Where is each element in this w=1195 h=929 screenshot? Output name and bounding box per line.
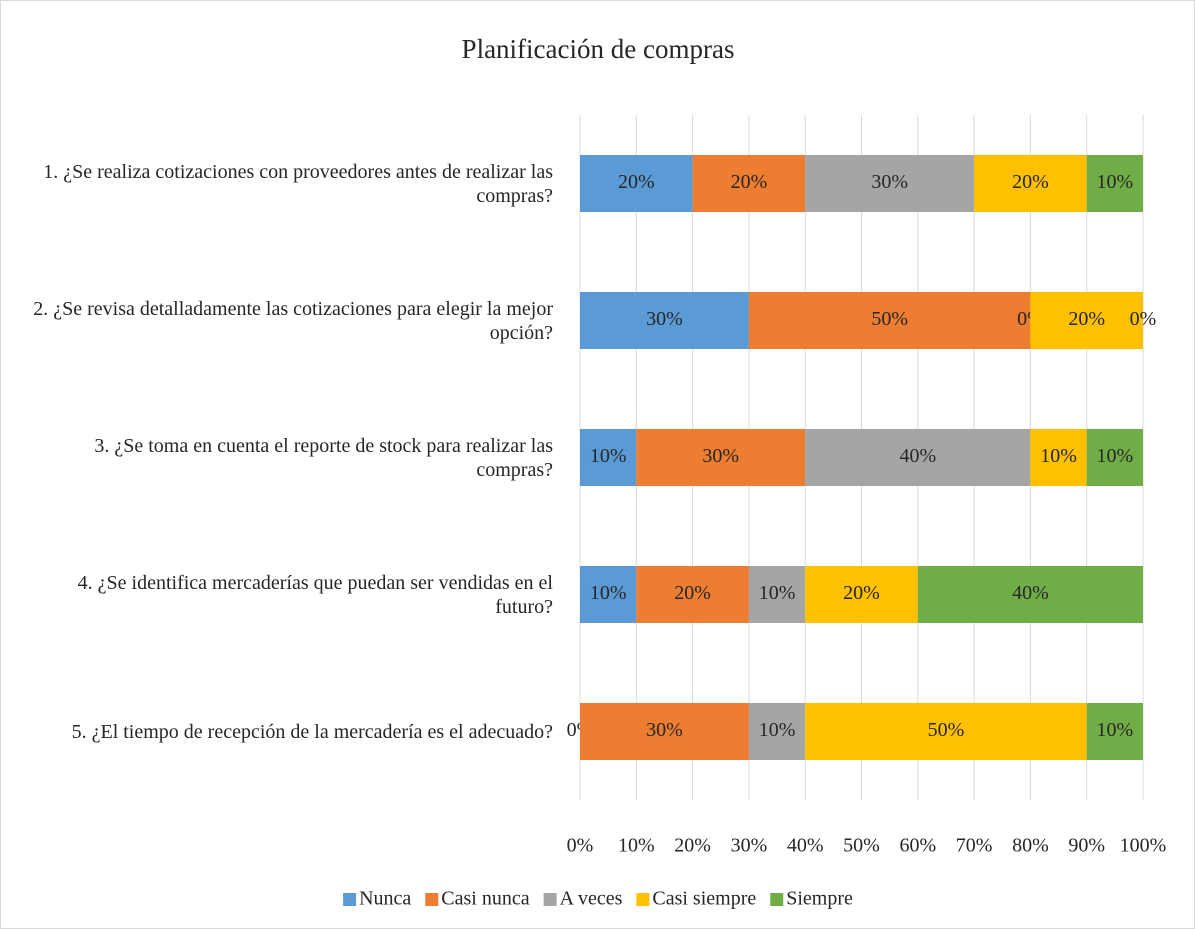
- data-label: 10%: [1097, 445, 1134, 467]
- bar-segment: [805, 155, 975, 212]
- data-label: 20%: [843, 582, 880, 604]
- legend-label: A veces: [560, 888, 623, 910]
- bar-segment: [580, 703, 749, 760]
- legend-label: Nunca: [359, 888, 411, 910]
- legend-label: Casi nunca: [441, 888, 529, 910]
- bar-segment: [805, 429, 1031, 486]
- x-tick-label: 100%: [1120, 835, 1167, 857]
- legend-swatch: [636, 893, 650, 906]
- bar-segment: [692, 155, 806, 212]
- data-label: 0%: [1130, 308, 1157, 330]
- legend-swatch: [425, 893, 439, 906]
- bar-segment: [1086, 703, 1143, 760]
- bar-segment: [636, 566, 749, 623]
- bar-segment: [580, 155, 693, 212]
- legend-label: Siempre: [786, 888, 853, 910]
- legend-swatch: [343, 893, 357, 906]
- data-label: 20%: [1068, 308, 1105, 330]
- x-tick-label: 40%: [787, 835, 824, 857]
- bar-segment: [636, 429, 806, 486]
- category-label: 1. ¿Se realiza cotizaciones con proveedo…: [43, 160, 553, 207]
- bar-segment: [974, 155, 1087, 212]
- category-label: 2. ¿Se revisa detalladamente las cotizac…: [33, 297, 553, 344]
- x-tick-label: 70%: [956, 835, 993, 857]
- category-label: 5. ¿El tiempo de recepción de la mercade…: [71, 720, 553, 743]
- bar-segment: [748, 566, 806, 623]
- bar-segment: [1030, 292, 1143, 349]
- bar-segment: [1030, 429, 1087, 486]
- bar-segment: [805, 703, 1087, 760]
- data-label: 50%: [871, 308, 908, 330]
- data-label: 10%: [1097, 719, 1134, 741]
- x-tick-label: 0%: [567, 835, 594, 857]
- data-label: 50%: [928, 719, 965, 741]
- data-label: 10%: [1040, 445, 1077, 467]
- legend-swatch: [543, 893, 557, 906]
- x-tick-label: 10%: [618, 835, 655, 857]
- x-tick-label: 60%: [899, 835, 936, 857]
- data-label: 30%: [702, 445, 739, 467]
- data-label: 20%: [674, 582, 711, 604]
- bar-segment: [580, 429, 637, 486]
- x-tick-label: 30%: [731, 835, 768, 857]
- bar-segment: [580, 292, 749, 349]
- x-tick-label: 50%: [843, 835, 880, 857]
- data-label: 10%: [759, 582, 796, 604]
- bar-segment: [917, 566, 1143, 623]
- chart-title: Planificación de compras: [462, 34, 735, 64]
- x-tick-label: 80%: [1012, 835, 1049, 857]
- legend-label: Casi siempre: [652, 888, 756, 910]
- bar-segment: [748, 292, 1031, 349]
- bar-segment: [580, 566, 637, 623]
- data-label: 40%: [1012, 582, 1049, 604]
- category-label: 3. ¿Se toma en cuenta el reporte de stoc…: [94, 434, 553, 481]
- data-label: 10%: [759, 719, 796, 741]
- legend: Nunca Casi nunca A veces Casi siempre Siempr…: [343, 888, 853, 910]
- data-label: 30%: [871, 171, 908, 193]
- bar-segment: [748, 703, 806, 760]
- data-label: 10%: [590, 582, 627, 604]
- data-label: 20%: [618, 171, 655, 193]
- data-label: 30%: [646, 719, 683, 741]
- x-tick-label: 90%: [1068, 835, 1105, 857]
- data-label: 30%: [646, 308, 683, 330]
- bar-segment: [1086, 155, 1143, 212]
- data-label: 40%: [899, 445, 936, 467]
- category-label: 4. ¿Se identifica mercaderías que puedan…: [77, 571, 553, 618]
- bar-segment: [1086, 429, 1143, 486]
- legend-swatch: [770, 893, 784, 906]
- data-label: 10%: [590, 445, 627, 467]
- data-label: 20%: [1012, 171, 1049, 193]
- bar-segment: [805, 566, 918, 623]
- data-label: 20%: [731, 171, 768, 193]
- x-tick-label: 20%: [674, 835, 711, 857]
- data-label: 10%: [1097, 171, 1134, 193]
